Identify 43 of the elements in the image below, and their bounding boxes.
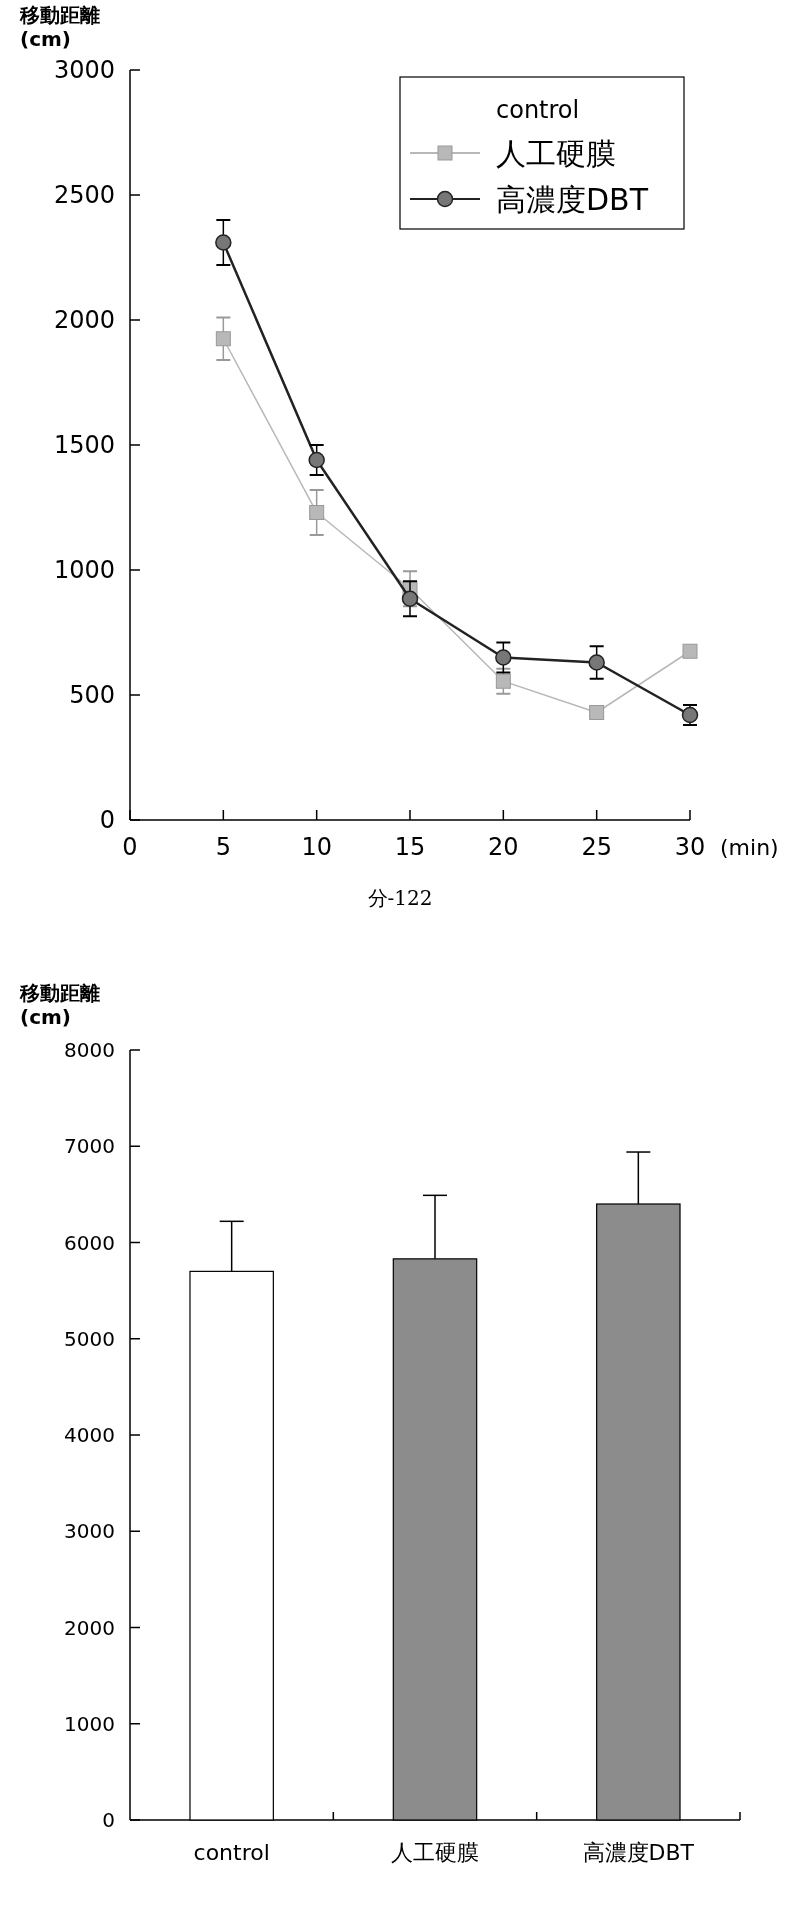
x-tick-label: 20	[488, 833, 519, 861]
y-tick-label: 3000	[64, 1519, 115, 1544]
y-tick-label: 8000	[64, 1038, 115, 1062]
point	[215, 331, 231, 347]
y-tick-label: 1000	[53, 556, 115, 585]
x-tick-label: control	[193, 1840, 270, 1865]
point	[401, 590, 419, 607]
point	[682, 643, 698, 659]
y-tick-label: 3000	[53, 56, 115, 85]
x-tick-label: 高濃度DBT	[582, 1840, 695, 1865]
legend-label: 高濃度DBT	[496, 182, 649, 217]
y-tick-label: 2500	[53, 181, 115, 210]
point	[588, 654, 605, 671]
text: control	[496, 96, 580, 124]
y-tick-label: 6000	[64, 1230, 115, 1255]
x-tick-label: 5	[215, 833, 231, 861]
y-tick-label: 4000	[64, 1423, 115, 1447]
y-tick-label: 0	[99, 806, 115, 835]
y-tick-label: 1500	[53, 431, 115, 460]
y-tick-label: 2000	[64, 1615, 115, 1640]
y-tick-label: 2000	[53, 306, 115, 335]
point	[589, 705, 605, 720]
x-tick-label: 人工硬膜	[391, 1840, 479, 1865]
point	[495, 673, 511, 689]
y-tick-label: 1000	[64, 1711, 115, 1736]
y-tick-label: 5000	[64, 1326, 115, 1351]
x-tick-label: 30	[674, 833, 706, 861]
y-tick-label: 500	[69, 681, 115, 710]
y-tick-label: 7000	[64, 1134, 115, 1159]
y-tick-label: 0	[102, 1808, 115, 1832]
point	[495, 649, 512, 666]
y-axis-title: 移動距離 (cm)	[19, 3, 100, 51]
point	[215, 234, 232, 251]
x-tick-label: 10	[301, 833, 332, 861]
y-axis-title: 移動距離 (cm)	[19, 981, 100, 1029]
text: 分-122	[367, 886, 433, 910]
legend-label: 人工硬膜	[496, 136, 616, 171]
x-tick-label: 15	[394, 833, 426, 861]
x-axis-title: (min)	[720, 835, 779, 860]
point	[308, 451, 325, 469]
x-tick-label: 25	[581, 833, 612, 861]
point	[309, 505, 325, 520]
x-tick-label: 0	[122, 833, 138, 861]
